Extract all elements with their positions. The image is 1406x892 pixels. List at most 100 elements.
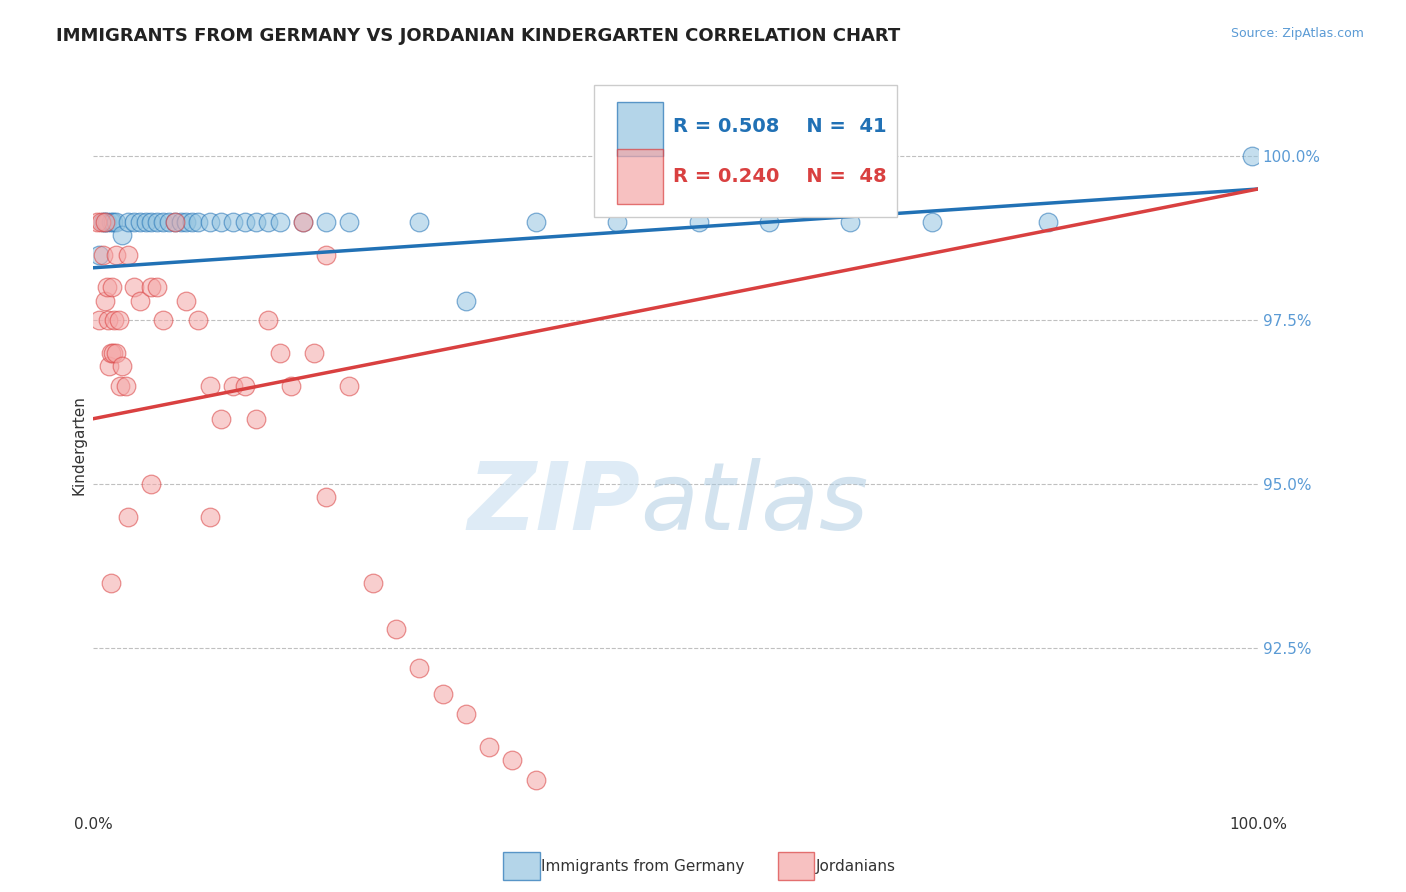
Point bbox=[187, 313, 209, 327]
Point bbox=[103, 313, 125, 327]
Point bbox=[111, 227, 134, 242]
Point bbox=[339, 215, 361, 229]
Point bbox=[163, 215, 186, 229]
Point bbox=[128, 293, 150, 308]
Point bbox=[101, 346, 124, 360]
Point bbox=[117, 510, 139, 524]
Text: IMMIGRANTS FROM GERMANY VS JORDANIAN KINDERGARTEN CORRELATION CHART: IMMIGRANTS FROM GERMANY VS JORDANIAN KIN… bbox=[56, 27, 900, 45]
Text: ZIP: ZIP bbox=[468, 458, 641, 549]
Point bbox=[90, 215, 112, 229]
Point bbox=[94, 293, 117, 308]
Point bbox=[209, 215, 232, 229]
Point bbox=[501, 753, 523, 767]
Point bbox=[432, 687, 454, 701]
Point bbox=[269, 215, 291, 229]
Point bbox=[122, 215, 145, 229]
Point bbox=[152, 313, 174, 327]
Point bbox=[117, 215, 139, 229]
Point bbox=[86, 215, 108, 229]
Point bbox=[114, 379, 136, 393]
Point bbox=[187, 215, 209, 229]
Point bbox=[1038, 215, 1060, 229]
Point bbox=[122, 280, 145, 294]
Point bbox=[176, 215, 198, 229]
Point bbox=[198, 379, 221, 393]
Point bbox=[454, 293, 477, 308]
Point bbox=[222, 379, 245, 393]
Point bbox=[233, 379, 256, 393]
Point bbox=[176, 293, 198, 308]
Text: R = 0.508    N =  41: R = 0.508 N = 41 bbox=[673, 117, 887, 136]
Point bbox=[222, 215, 245, 229]
Point bbox=[146, 215, 169, 229]
Point bbox=[315, 215, 337, 229]
Point bbox=[269, 346, 291, 360]
Point bbox=[100, 575, 122, 590]
Point bbox=[163, 215, 186, 229]
Text: R = 0.240    N =  48: R = 0.240 N = 48 bbox=[673, 167, 887, 186]
Point bbox=[339, 379, 361, 393]
Point bbox=[141, 215, 163, 229]
Point bbox=[87, 313, 110, 327]
Point bbox=[408, 215, 430, 229]
Point bbox=[105, 346, 128, 360]
Point bbox=[87, 247, 110, 261]
Point bbox=[385, 622, 408, 636]
Point bbox=[524, 215, 547, 229]
Point bbox=[758, 215, 780, 229]
Point bbox=[98, 359, 121, 374]
Point bbox=[209, 411, 232, 425]
Point bbox=[233, 215, 256, 229]
Point bbox=[96, 280, 118, 294]
Point bbox=[606, 215, 628, 229]
Point bbox=[94, 215, 117, 229]
Point bbox=[141, 280, 163, 294]
Point bbox=[128, 215, 150, 229]
Point bbox=[291, 215, 314, 229]
Point bbox=[101, 215, 124, 229]
Point bbox=[101, 280, 124, 294]
FancyBboxPatch shape bbox=[593, 85, 897, 217]
Point bbox=[361, 575, 384, 590]
Point bbox=[100, 346, 122, 360]
Point bbox=[291, 215, 314, 229]
Point bbox=[91, 215, 114, 229]
Point bbox=[478, 739, 501, 754]
Point bbox=[315, 247, 337, 261]
Point bbox=[146, 280, 169, 294]
Point bbox=[454, 707, 477, 722]
FancyBboxPatch shape bbox=[617, 102, 662, 156]
Point bbox=[141, 477, 163, 491]
Point bbox=[108, 379, 131, 393]
Point bbox=[198, 215, 221, 229]
Y-axis label: Kindergarten: Kindergarten bbox=[72, 395, 86, 495]
Text: atlas: atlas bbox=[641, 458, 869, 549]
Point bbox=[1240, 149, 1263, 163]
Point bbox=[257, 313, 280, 327]
Point bbox=[117, 247, 139, 261]
Point bbox=[839, 215, 862, 229]
Point bbox=[245, 411, 267, 425]
Point bbox=[97, 313, 120, 327]
FancyBboxPatch shape bbox=[617, 150, 662, 204]
Point bbox=[921, 215, 943, 229]
Point bbox=[152, 215, 174, 229]
Point bbox=[315, 491, 337, 505]
Text: Source: ZipAtlas.com: Source: ZipAtlas.com bbox=[1230, 27, 1364, 40]
Text: Jordanians: Jordanians bbox=[815, 859, 896, 873]
Point bbox=[169, 215, 191, 229]
Point bbox=[135, 215, 157, 229]
Text: Immigrants from Germany: Immigrants from Germany bbox=[541, 859, 745, 873]
Point bbox=[524, 772, 547, 787]
Point bbox=[181, 215, 204, 229]
Point bbox=[198, 510, 221, 524]
Point bbox=[100, 215, 122, 229]
Point bbox=[280, 379, 302, 393]
Point bbox=[245, 215, 267, 229]
Point bbox=[96, 215, 118, 229]
Point bbox=[157, 215, 180, 229]
Point bbox=[107, 313, 129, 327]
Point bbox=[688, 215, 710, 229]
Point bbox=[304, 346, 326, 360]
Point bbox=[257, 215, 280, 229]
